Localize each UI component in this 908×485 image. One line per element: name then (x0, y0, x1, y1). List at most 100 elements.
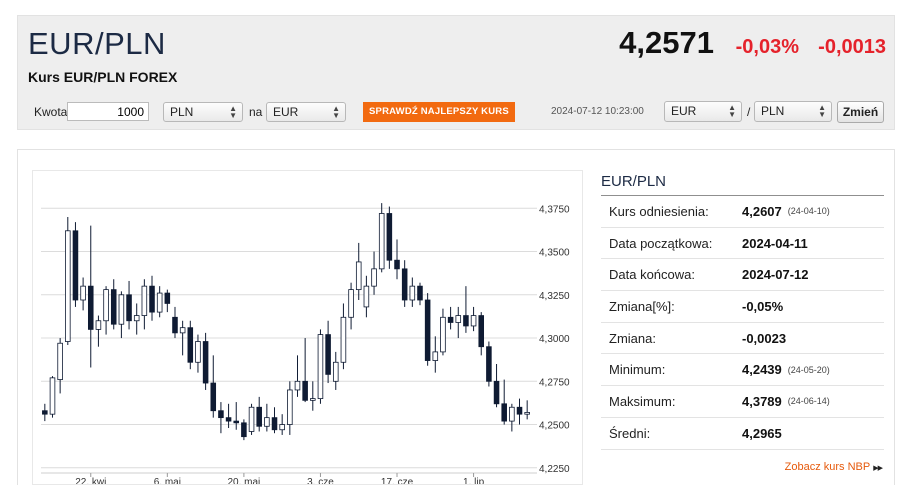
candle-body (271, 417, 278, 431)
quote-currency-select[interactable]: PLN ▲ ▼ (754, 101, 832, 122)
candle-body (294, 380, 301, 391)
stats-table: EUR/PLN Kurs odniesienia: 4,2607 (24-04-10… (601, 170, 884, 450)
stats-row-label: Zmiana[%]: (609, 298, 675, 314)
to-currency-value: EUR (273, 105, 299, 119)
chart-and-stats-panel: 4,2250 4,2500 4,2750 4,3000 4,3250 4,3500 4,37… (17, 149, 895, 485)
candle-body (340, 316, 347, 363)
candle-body (118, 294, 125, 325)
y-tick-label: 4,3750 (539, 204, 570, 215)
candle-body (463, 315, 469, 327)
stats-row-value: 4,3789 (742, 393, 782, 409)
candle-body (310, 398, 316, 401)
candle-body (371, 268, 377, 287)
candle-body (256, 406, 262, 427)
best-rate-button[interactable]: SPRAWDŹ NAJLEPSZY KURS (363, 102, 515, 122)
candle-body (325, 334, 331, 375)
to-label: na (249, 105, 263, 119)
candle-body (233, 420, 240, 424)
candle-body (287, 389, 293, 425)
x-tick-label: 22. kwi (75, 477, 106, 484)
candle-body (210, 382, 217, 412)
candlestick-chart[interactable]: 4,2250 4,2500 4,2750 4,3000 4,3250 4,3500 4,37… (32, 170, 583, 485)
stats-row-date: (24-06-14) (787, 396, 830, 407)
y-tick-label: 4,2500 (539, 421, 570, 432)
x-tick-label: 6. maj (154, 477, 181, 484)
y-tick-label: 4,3250 (539, 291, 570, 302)
base-currency-select[interactable]: EUR ▲ ▼ (664, 101, 742, 122)
stats-title: EUR/PLN (601, 170, 884, 196)
candle-body (501, 403, 507, 422)
chart-candles (42, 203, 530, 441)
amount-input[interactable] (67, 102, 149, 121)
candle-body (302, 380, 308, 401)
stats-row-date: (24-05-20) (787, 364, 830, 375)
candle-body (394, 259, 400, 270)
stats-row-value: -0,0023 (742, 330, 787, 346)
x-tick-label: 17. cze (381, 477, 414, 484)
stats-row-value: 4,2607 (742, 203, 782, 219)
y-tick-label: 4,2750 (539, 377, 570, 388)
stats-row-label: Średni: (609, 425, 651, 441)
candle-body (455, 315, 462, 323)
pair-separator: / (747, 105, 751, 119)
stats-row-label: Minimum: (609, 362, 666, 378)
to-currency-select[interactable]: EUR ▲ ▼ (266, 102, 346, 122)
amount-label: Kwota (34, 105, 68, 119)
stats-row: Data początkowa: 2024-04-11 (601, 228, 884, 260)
stats-row-value: 4,2965 (742, 425, 782, 441)
quote-currency-value: PLN (761, 104, 785, 118)
nbp-link-text: Zobacz kurs NBP (784, 461, 871, 473)
candle-body (42, 410, 48, 415)
candle-body (348, 289, 354, 318)
stats-rows: Kurs odniesienia: 4,2607 (24-04-10) Data po… (601, 196, 884, 450)
currency-converter: Kwota PLN ▲▼ na EUR ▲▼ SPRAWDŹ NAJLEPSZY… (18, 98, 894, 124)
candle-body (279, 424, 285, 431)
stats-row-value: -0,05% (742, 298, 784, 314)
candle-body (524, 412, 530, 415)
candle-body (486, 346, 492, 382)
stats-row-label: Data początkowa: (609, 235, 713, 251)
x-tick-label: 1. lip (463, 477, 485, 484)
candle-body (493, 380, 500, 405)
candle-body (95, 320, 102, 330)
candle-body (126, 294, 132, 322)
select-arrows-icon: ▲ ▼ (818, 103, 826, 119)
candle-body (241, 422, 247, 438)
candle-body (355, 261, 362, 291)
candle-body (156, 292, 163, 313)
stats-row-value: 2024-04-11 (742, 235, 808, 251)
candle-body (149, 285, 155, 313)
change-pair-button[interactable]: Zmień (837, 101, 884, 123)
select-arrows-icon: ▲ ▼ (229, 104, 237, 120)
candle-body (317, 334, 324, 400)
candle-body (65, 230, 71, 342)
y-tick-label: 4,3500 (539, 248, 570, 259)
stats-row-value: 4,2439 (742, 362, 782, 378)
x-tick-label: 3. cze (307, 477, 334, 484)
pair-subtitle: Kurs EUR/PLN FOREX (28, 69, 178, 85)
candle-body (225, 417, 232, 422)
from-currency-value: PLN (170, 105, 194, 119)
candle-body (172, 316, 178, 334)
candle-body (378, 213, 385, 270)
from-currency-select[interactable]: PLN ▲ ▼ (163, 102, 243, 122)
candle-body (164, 292, 171, 304)
change-percent: -0,03% (735, 36, 799, 58)
stats-row-label: Data końcowa: (609, 267, 695, 283)
candle-body (424, 299, 431, 361)
stats-row: Kurs odniesienia: 4,2607 (24-04-10) (601, 196, 884, 228)
candle-body (72, 230, 79, 301)
x-tick-label: 20. maj (227, 477, 260, 484)
candle-body (417, 285, 423, 301)
pair-title: EUR/PLN (28, 26, 166, 61)
candle-body (478, 315, 485, 348)
candle-body (49, 377, 56, 415)
stats-row-value: 2024-07-12 (742, 267, 809, 283)
candle-body (248, 406, 255, 432)
candle-body (87, 285, 94, 330)
y-tick-label: 4,3000 (539, 334, 570, 345)
candle-body (401, 268, 408, 301)
candle-body (386, 213, 393, 261)
nbp-rate-link[interactable]: Zobacz kurs NBP ▶▶ (784, 461, 883, 473)
select-arrows-icon: ▲ ▼ (728, 103, 736, 119)
